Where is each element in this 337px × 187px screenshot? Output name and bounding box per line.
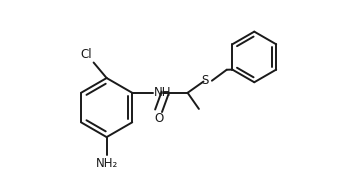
Text: NH₂: NH₂ xyxy=(95,157,118,170)
Text: NH: NH xyxy=(154,86,172,99)
Text: O: O xyxy=(154,112,163,125)
Text: Cl: Cl xyxy=(81,48,92,61)
Text: S: S xyxy=(201,74,209,87)
